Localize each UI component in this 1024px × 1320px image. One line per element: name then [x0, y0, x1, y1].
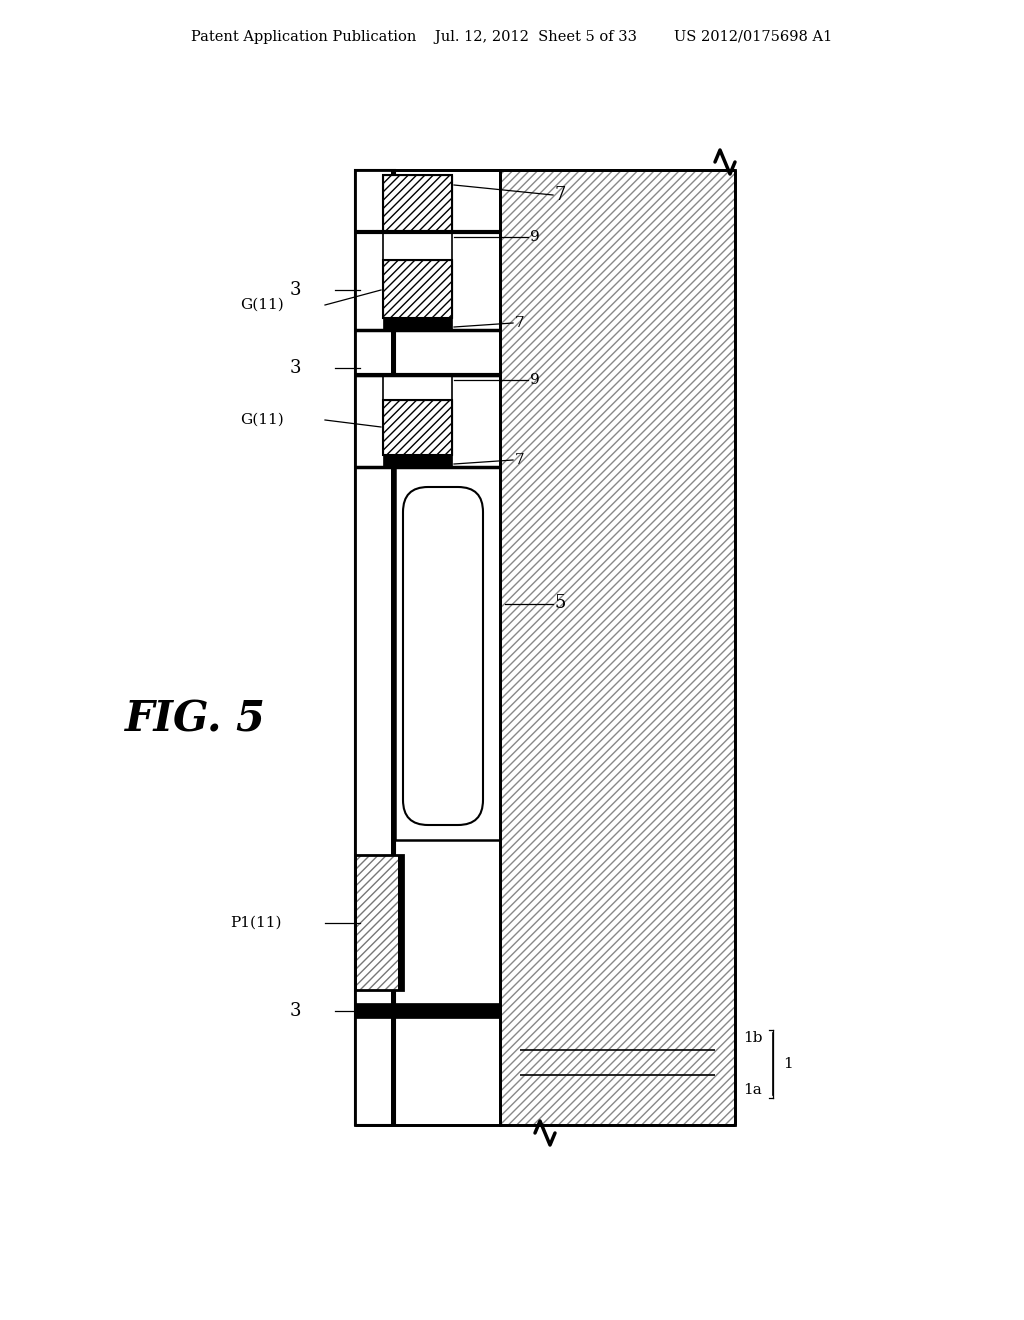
Bar [383, 260, 452, 318]
Text: 7: 7 [515, 315, 524, 330]
Bar [500, 170, 735, 1125]
Text: 7: 7 [555, 186, 566, 205]
Bar [355, 1003, 500, 1018]
Bar [395, 467, 500, 840]
Bar [383, 400, 452, 455]
Bar [383, 318, 452, 330]
Text: 3: 3 [290, 359, 301, 378]
Bar [500, 170, 735, 1125]
Text: 3: 3 [290, 1002, 301, 1019]
Bar [355, 855, 403, 990]
Bar [398, 855, 403, 990]
Text: 1: 1 [783, 1057, 793, 1071]
Text: 1a: 1a [743, 1082, 762, 1097]
FancyBboxPatch shape [403, 487, 483, 825]
Bar [383, 400, 452, 455]
Text: 3: 3 [290, 281, 301, 300]
Text: 9: 9 [530, 374, 540, 387]
Text: 5: 5 [555, 594, 566, 612]
Text: G(11): G(11) [240, 298, 284, 312]
Text: G(11): G(11) [240, 413, 284, 426]
Text: 9: 9 [530, 230, 540, 244]
Bar [355, 170, 395, 1125]
Text: Patent Application Publication    Jul. 12, 2012  Sheet 5 of 33        US 2012/01: Patent Application Publication Jul. 12, … [191, 30, 833, 44]
Bar [383, 176, 452, 232]
Bar [383, 232, 452, 260]
Bar [383, 260, 452, 318]
Text: 1b: 1b [743, 1031, 763, 1045]
Bar [355, 170, 500, 1125]
Text: 7: 7 [515, 453, 524, 467]
Bar [383, 176, 452, 232]
Bar [355, 855, 403, 990]
Text: FIG. 5: FIG. 5 [125, 700, 265, 741]
Bar [383, 455, 452, 467]
Bar [391, 170, 395, 1125]
Bar [383, 375, 452, 400]
Text: P1(11): P1(11) [230, 916, 282, 929]
